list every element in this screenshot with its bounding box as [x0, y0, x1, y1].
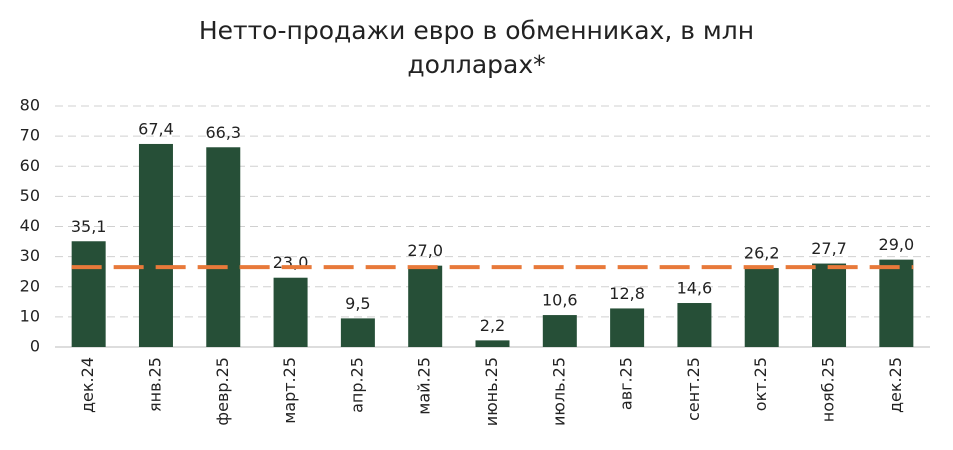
value-label: 27,7 [811, 239, 847, 258]
x-tick-label: май.25 [415, 357, 434, 415]
value-label: 10,6 [542, 291, 578, 310]
y-tick-label: 0 [30, 337, 40, 356]
bar [812, 263, 847, 347]
value-label: 14,6 [677, 279, 713, 298]
y-tick-label: 70 [20, 126, 40, 145]
bar [340, 318, 375, 347]
title-box: Нетто-продажи евро в обменниках, в млн д… [0, 14, 953, 82]
bar [744, 268, 779, 347]
value-label: 9,5 [345, 294, 370, 313]
value-label: 27,0 [407, 241, 443, 260]
value-label: 23,0 [273, 253, 309, 272]
x-tick-label: июль.25 [549, 357, 568, 426]
bar [408, 265, 443, 347]
bar [138, 143, 173, 347]
y-tick-label: 30 [20, 246, 40, 265]
y-tick-label: 80 [20, 96, 40, 115]
x-tick-label: апр.25 [347, 357, 366, 413]
value-label: 12,8 [609, 284, 645, 303]
bar [206, 147, 241, 347]
x-tick-label: июнь.25 [482, 357, 501, 426]
bar [71, 241, 106, 347]
value-label: 29,0 [879, 235, 915, 254]
x-tick-label: сент.25 [684, 357, 703, 421]
value-label: 66,3 [205, 123, 241, 142]
bar [273, 277, 308, 347]
y-tick-label: 60 [20, 156, 40, 175]
x-tick-label: окт.25 [751, 357, 770, 411]
bar [610, 308, 645, 347]
x-tick-label: март.25 [280, 357, 299, 424]
y-tick-label: 20 [20, 276, 40, 295]
bar [879, 259, 914, 347]
x-tick-label: февр.25 [213, 357, 232, 426]
value-label: 26,2 [744, 244, 780, 263]
bar [475, 340, 510, 347]
x-tick-label: янв.25 [145, 357, 164, 412]
x-tick-label: дек.24 [78, 357, 97, 413]
y-tick-label: 40 [20, 216, 40, 235]
x-tick-label: нояб.25 [819, 357, 838, 422]
value-label: 2,2 [480, 316, 505, 335]
bar [542, 315, 577, 347]
x-tick-label: авг.25 [617, 357, 636, 410]
value-label: 35,1 [71, 217, 107, 236]
x-tick-label: дек.25 [886, 357, 905, 413]
y-tick-label: 50 [20, 186, 40, 205]
value-label: 67,4 [138, 119, 174, 138]
bar [677, 303, 712, 347]
y-tick-label: 10 [20, 306, 40, 325]
chart-title: Нетто-продажи евро в обменниках, в млн д… [198, 16, 755, 79]
